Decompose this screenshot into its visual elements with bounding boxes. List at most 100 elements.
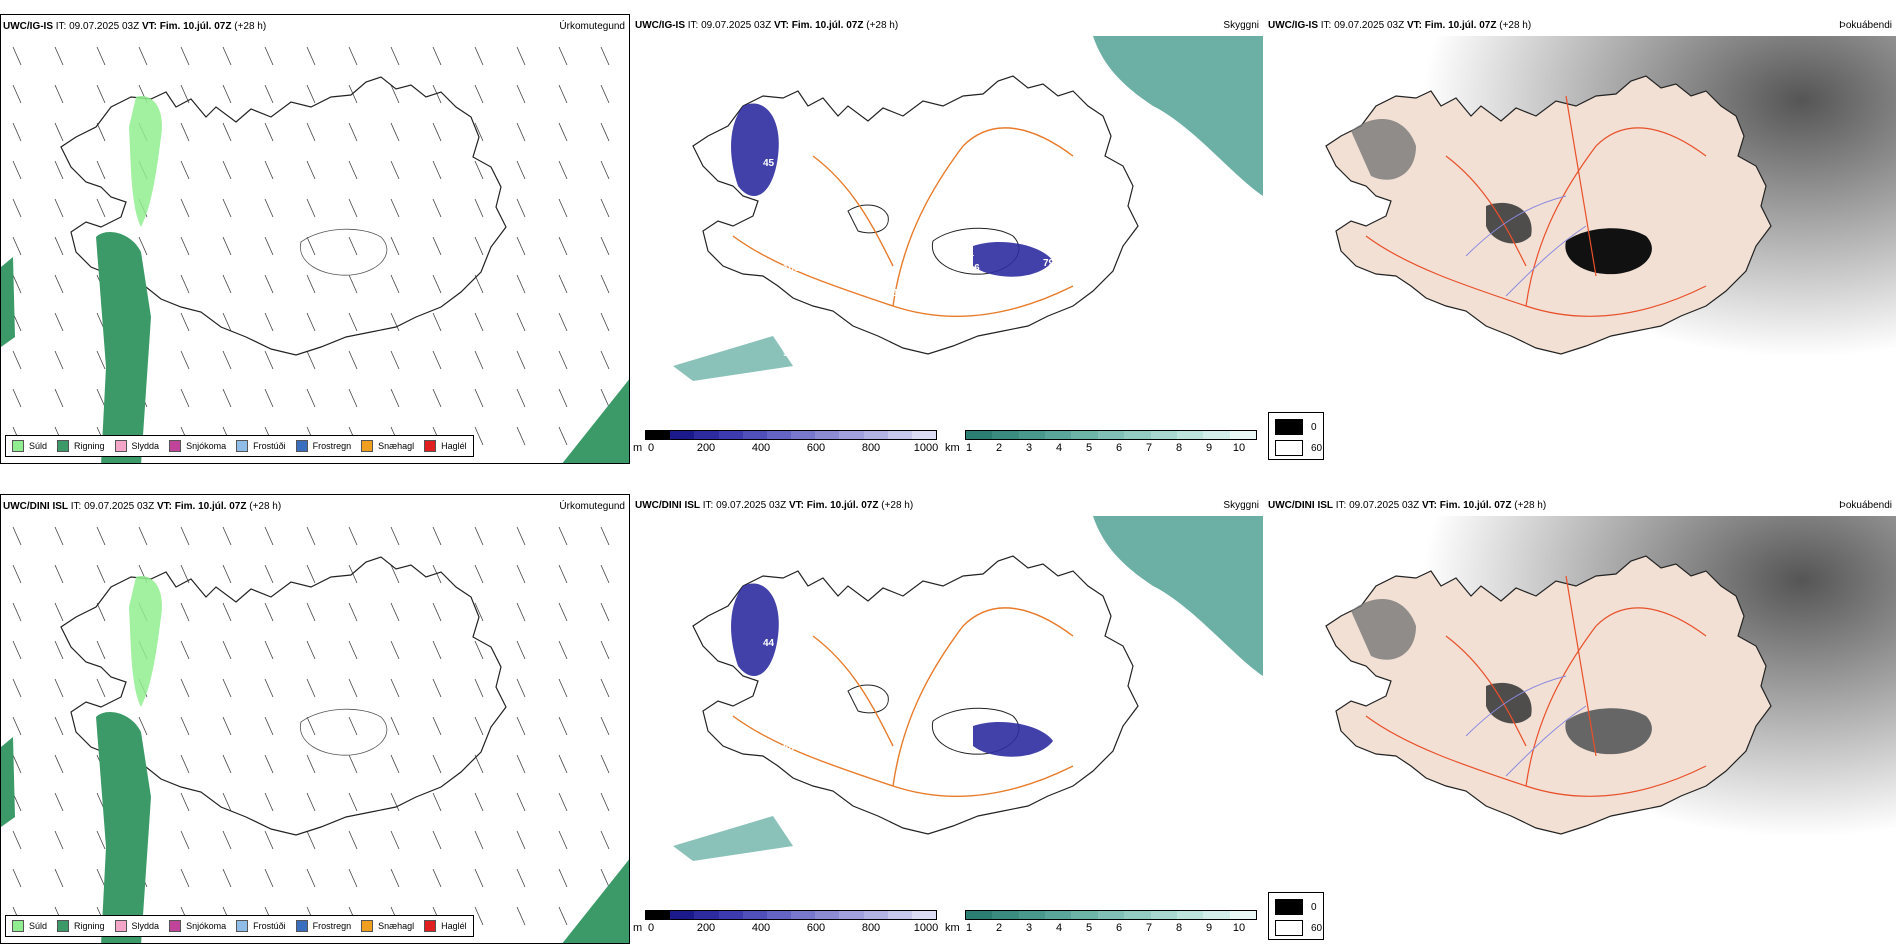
init-time-label: IT: xyxy=(70,501,82,512)
wind-barb xyxy=(264,274,274,294)
legend-swatch xyxy=(424,920,437,932)
wind-barb xyxy=(264,84,274,104)
wind-barb xyxy=(54,160,64,180)
valid-time-label: VT: xyxy=(1421,500,1437,511)
lead-time: (+28 h) xyxy=(249,501,282,512)
legend-item: Slydda xyxy=(114,920,159,932)
model-name: UWC/IG-IS xyxy=(3,21,53,32)
valid-time: Fim. 10.júl. 07Z xyxy=(1424,20,1497,31)
legend-item: Frostregn xyxy=(295,440,351,452)
ceiling-colorbar: m 0 200 400 600 800 1000 xyxy=(633,910,941,936)
glacier-outline xyxy=(300,708,388,756)
wind-barb xyxy=(180,830,190,850)
road-network xyxy=(732,127,1074,318)
panel-title: Þokuábendi xyxy=(1839,500,1892,511)
wind-barb xyxy=(180,236,190,256)
panel-title: Skyggni xyxy=(1223,500,1259,511)
wind-barb xyxy=(432,564,442,584)
legend-item: Frostúði xyxy=(236,920,286,932)
wind-barb xyxy=(264,236,274,256)
wind-barb xyxy=(54,312,64,332)
fog-legend-label: 0 xyxy=(1311,421,1317,433)
visibility-unit: km xyxy=(945,922,960,934)
river-network xyxy=(1465,675,1587,777)
wind-barb xyxy=(516,426,526,446)
wind-barb xyxy=(600,46,610,66)
wind-barb xyxy=(264,160,274,180)
wind-barb xyxy=(12,160,22,180)
legend-swatch xyxy=(12,440,24,452)
ceiling-value-label: 178 xyxy=(773,583,790,594)
wind-barb xyxy=(432,236,442,256)
legend-label: Haglél xyxy=(441,441,467,451)
wind-barb xyxy=(96,46,106,66)
init-time-label: IT: xyxy=(687,20,699,31)
visibility-colorbar: km 1 2 3 4 5 6 7 8 9 10 xyxy=(945,430,1261,456)
precip-map xyxy=(1,526,629,943)
tick-label: 1 xyxy=(965,922,973,934)
precip-type-panel: UWC/DINI ISL IT: 09.07.2025 03Z VT: Fim.… xyxy=(0,494,630,944)
wind-barb xyxy=(600,754,610,774)
wind-barb xyxy=(222,868,232,888)
wind-barb xyxy=(600,160,610,180)
ceiling-value-label: 88 xyxy=(1023,283,1035,294)
wind-barb xyxy=(558,236,568,256)
wind-barb xyxy=(600,868,610,888)
wind-barb xyxy=(180,46,190,66)
wind-barb xyxy=(516,388,526,408)
legend-swatch xyxy=(361,920,374,932)
wind-barb xyxy=(474,602,484,622)
wind-barb xyxy=(600,716,610,736)
ceiling-value-label: 95 xyxy=(778,688,790,699)
wind-barb xyxy=(222,122,232,142)
wind-barb xyxy=(474,84,484,104)
visibility-ticks: 1 2 3 4 5 6 7 8 9 10 xyxy=(965,922,1255,936)
tick-label: 5 xyxy=(1085,442,1093,454)
ceiling-value-label: 51 xyxy=(963,248,975,259)
tick-label: 7 xyxy=(1145,922,1153,934)
panel-title: Þokuábendi xyxy=(1839,20,1892,31)
legend-item: Haglél xyxy=(424,440,467,452)
panel-title: Úrkomutegund xyxy=(559,501,625,512)
wind-barb xyxy=(390,526,400,546)
wind-barb xyxy=(558,906,568,926)
wind-barb xyxy=(348,274,358,294)
fog-legend-item: 60 xyxy=(1275,920,1322,936)
low-ceiling-area xyxy=(973,721,1053,757)
wind-barb xyxy=(222,640,232,660)
wind-barb xyxy=(222,46,232,66)
wind-barb xyxy=(54,350,64,370)
wind-barb xyxy=(96,868,106,888)
precip-type-panel: UWC/IG-IS IT: 09.07.2025 03Z VT: Fim. 10… xyxy=(0,14,630,464)
wind-barb xyxy=(180,84,190,104)
ceiling-ticks: 0 200 400 600 800 1000 xyxy=(645,922,939,936)
legend-item: Snjókoma xyxy=(169,920,226,932)
wind-barb xyxy=(558,350,568,370)
wind-barb xyxy=(54,602,64,622)
wind-barb xyxy=(558,716,568,736)
wind-barb xyxy=(12,602,22,622)
wind-barb xyxy=(180,564,190,584)
visibility-unit: km xyxy=(945,442,960,454)
wind-barb xyxy=(348,868,358,888)
wind-barb xyxy=(432,754,442,774)
fog-legend-swatch xyxy=(1275,419,1303,435)
wind-barb xyxy=(54,716,64,736)
init-time: 09.07.2025 03Z xyxy=(1349,500,1420,511)
wind-barb xyxy=(600,526,610,546)
wind-barb xyxy=(432,526,442,546)
legend-label: Snæhagl xyxy=(378,441,415,451)
wind-barb xyxy=(474,274,484,294)
wind-barb xyxy=(390,716,400,736)
wind-barb xyxy=(138,716,148,736)
tick-label: 8 xyxy=(1175,922,1183,934)
ceiling-colorbar-strip xyxy=(645,430,937,440)
wind-barb xyxy=(180,526,190,546)
legend-item: Snjókoma xyxy=(169,440,226,452)
ceiling-value-label: 472 xyxy=(1113,98,1130,109)
low-ceiling-area xyxy=(731,103,779,196)
wind-barb xyxy=(138,236,148,256)
tick-label: 1000 xyxy=(913,922,939,934)
wind-barb xyxy=(222,388,232,408)
fog-area xyxy=(1565,228,1652,275)
